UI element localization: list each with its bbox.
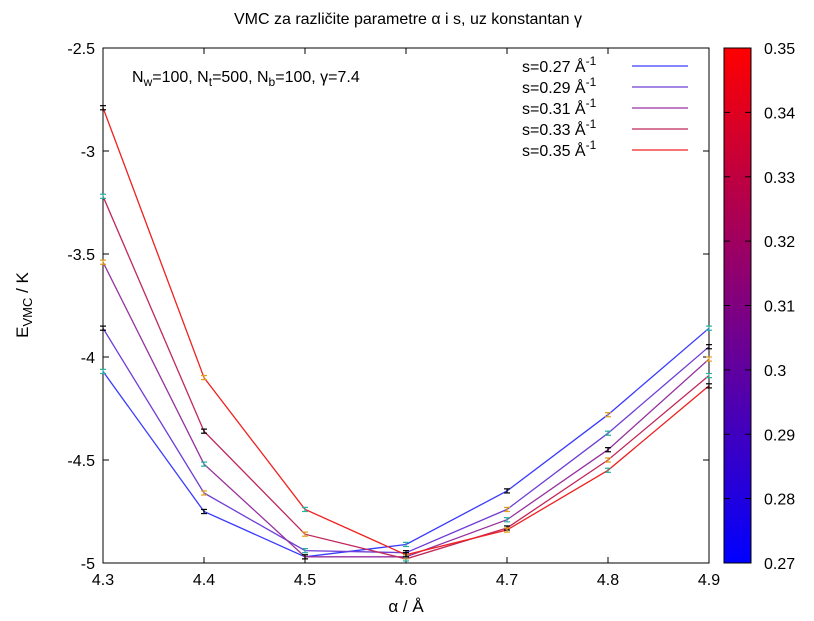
y-axis-label: EVMC / K <box>13 271 35 337</box>
y-tick-label: -4 <box>81 350 95 367</box>
colorbar-tick-label: 0.29 <box>764 427 795 444</box>
legend-label: s=0.29 Å-1 <box>522 75 597 97</box>
series-line <box>103 196 709 560</box>
annotation-part: t <box>209 75 213 89</box>
x-tick-label: 4.5 <box>294 572 316 589</box>
legend-label: s=0.31 Å-1 <box>522 96 597 118</box>
x-tick-label: 4.4 <box>193 572 215 589</box>
annotation-part: w <box>143 75 153 89</box>
colorbar-tick-label: 0.32 <box>764 234 795 251</box>
y-tick-label: -3 <box>81 144 95 161</box>
colorbar-tick-label: 0.27 <box>764 556 795 573</box>
parameter-annotation: Nw=100, Nt=500, Nb=100, γ=7.4 <box>132 69 360 89</box>
colorbar-tick-label: 0.31 <box>764 299 795 316</box>
annotation-part: =100, γ=7.4 <box>275 69 360 86</box>
x-tick-label: 4.7 <box>496 572 518 589</box>
y-tick-label: -2.5 <box>67 41 95 58</box>
x-axis-label: α / Å <box>388 597 424 616</box>
colorbar-tick-label: 0.3 <box>764 363 786 380</box>
series-layer <box>103 107 709 560</box>
colorbar-tick-label: 0.28 <box>764 492 795 509</box>
colorbar-tick-label: 0.34 <box>764 105 795 122</box>
series-line <box>103 261 709 558</box>
x-tick-label: 4.9 <box>698 572 720 589</box>
legend-label: s=0.35 Å-1 <box>522 138 597 160</box>
y-tick-label: -5 <box>81 556 95 573</box>
y-tick-label: -3.5 <box>67 247 95 264</box>
annotation-part: =100, N <box>152 69 208 86</box>
colorbar-tick-label: 0.33 <box>764 170 795 187</box>
y-axis-ticks: -5 -4.5 -4 -3.5 -3 -2.5 <box>67 41 709 573</box>
plot-frame <box>102 47 710 564</box>
legend-label: s=0.33 Å-1 <box>522 117 597 139</box>
legend-label: s=0.27 Å-1 <box>522 54 597 76</box>
colorbar-ticks: 0.27 0.28 0.29 0.3 0.31 0.32 0.33 0.34 0.35 <box>724 41 795 573</box>
annotation-part: b <box>269 75 276 89</box>
x-tick-label: 4.8 <box>597 572 619 589</box>
x-tick-label: 4.6 <box>395 572 417 589</box>
colorbar-tick-label: 0.35 <box>764 41 795 58</box>
chart-title: VMC za različite parametre α i s, uz kon… <box>234 11 582 28</box>
series-line <box>103 107 709 556</box>
x-axis-ticks: 4.3 4.4 4.5 4.6 4.7 4.8 4.9 <box>92 48 720 589</box>
annotation-part: =500, N <box>212 69 268 86</box>
y-tick-label: -4.5 <box>67 453 95 470</box>
annotation-part: N <box>132 69 144 86</box>
x-tick-label: 4.3 <box>92 572 114 589</box>
errorbar-layer <box>100 105 712 562</box>
legend: s=0.27 Å-1s=0.29 Å-1s=0.31 Å-1s=0.33 Å-1… <box>522 54 688 160</box>
